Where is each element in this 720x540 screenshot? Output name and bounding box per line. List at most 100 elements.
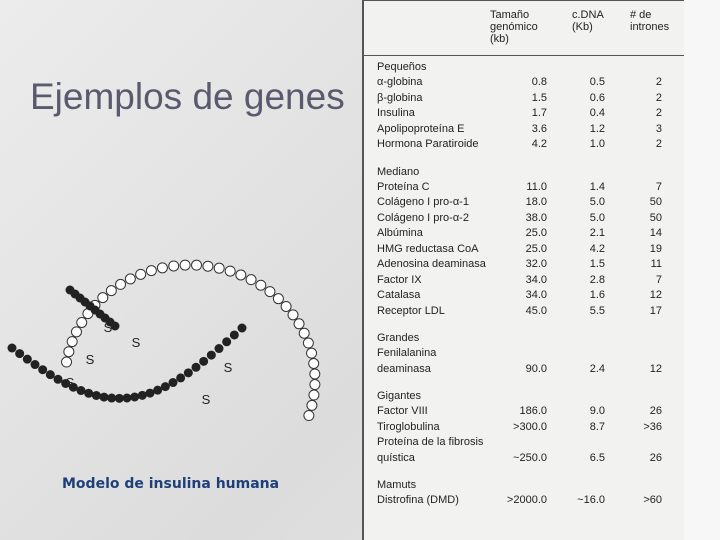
residue xyxy=(237,323,247,333)
table-cell: 11.0 xyxy=(526,180,547,193)
residue xyxy=(107,393,117,403)
residue xyxy=(306,347,318,359)
bond-label: S xyxy=(66,375,75,390)
group: Pequeños α-globina 0.8 0.5 2 β-globina 1.5 0.6 2… xyxy=(377,60,677,153)
table-cell: 26 xyxy=(649,451,662,464)
table-row: Colágeno I pro-α-1 18.0 5.0 50 xyxy=(377,195,677,211)
table-cell: 26 xyxy=(649,405,662,417)
table-cell: >2000.0 xyxy=(506,494,547,506)
gene-table: Tamaño genómico (kb) c.DNA (Kb) # de int… xyxy=(362,0,684,540)
bond-label: S xyxy=(202,392,211,407)
table-cell: 25.0 xyxy=(525,242,547,255)
residue xyxy=(91,390,101,400)
residue xyxy=(153,385,163,395)
residue xyxy=(53,374,63,384)
table-cell: 7 xyxy=(655,273,662,286)
table-cell: 34.0 xyxy=(525,273,547,286)
group-name: Mediano xyxy=(377,165,420,178)
table-cell: 90.0 xyxy=(525,362,547,375)
table-cell: Adenosina deaminasa xyxy=(377,258,486,270)
table-cell: 34.0 xyxy=(525,289,547,301)
residue xyxy=(22,354,32,364)
residue xyxy=(176,373,186,383)
bond-label: S xyxy=(104,320,113,335)
table-cell: ~16.0 xyxy=(577,494,605,506)
table-cell: 1.5 xyxy=(589,258,605,270)
group: Mamuts Distrofina (DMD) >2000.0 ~16.0 >60 xyxy=(377,478,677,509)
residue xyxy=(306,399,318,411)
table-cell: Proteína C xyxy=(377,180,430,193)
residue xyxy=(76,317,88,328)
bond-label: S xyxy=(86,352,95,367)
table-cell: 50 xyxy=(649,196,662,208)
residue xyxy=(115,278,127,290)
table-cell: Factor VIII xyxy=(377,405,428,417)
residue xyxy=(7,343,17,353)
residue xyxy=(202,260,214,272)
residue xyxy=(229,330,239,340)
table-row: Albúmina 25.0 2.1 14 xyxy=(377,226,677,242)
table-cell: 12 xyxy=(649,362,662,375)
residue xyxy=(66,336,78,348)
residue xyxy=(114,393,124,403)
residue xyxy=(245,274,257,286)
table-cell: 0.4 xyxy=(589,107,605,119)
residue xyxy=(287,309,299,321)
residue xyxy=(302,337,314,349)
table-cell: Distrofina (DMD) xyxy=(377,494,459,506)
residue xyxy=(199,356,209,366)
table-cell: 25.0 xyxy=(525,227,547,239)
residue xyxy=(298,327,310,339)
group: Mediano Proteína C 11.0 1.4 7 Colágeno I pro-… xyxy=(377,165,677,320)
table-row: Apolipoproteína E 3.6 1.2 3 xyxy=(377,122,677,138)
header-cell: Tamaño genómico (kb) xyxy=(490,9,538,45)
table-cell: 50 xyxy=(649,211,662,224)
residue xyxy=(122,393,132,403)
table-cell: 32.0 xyxy=(525,258,547,270)
residue xyxy=(183,368,193,378)
residue xyxy=(45,370,55,380)
table-row: Proteína C 11.0 1.4 7 xyxy=(377,180,677,196)
table-row: Fenilalanina deaminasa 90.0 2.4 12 xyxy=(377,346,677,377)
residue xyxy=(124,273,136,285)
group-name: Mamuts xyxy=(377,479,417,491)
residue xyxy=(38,365,48,375)
table-cell: 1.6 xyxy=(589,289,605,301)
residue xyxy=(130,392,140,402)
table-cell: ~250.0 xyxy=(513,451,547,464)
table-cell: Catalasa xyxy=(377,289,421,301)
residue xyxy=(145,388,155,398)
residue xyxy=(70,326,82,338)
table-cell: 3 xyxy=(655,122,662,135)
header-cell: # de intrones xyxy=(630,9,670,33)
bond-label: S xyxy=(224,360,233,375)
table-cell: 1.0 xyxy=(589,138,605,150)
table-cell: Receptor LDL xyxy=(377,304,445,317)
table-cell: 1.2 xyxy=(589,122,605,135)
margin xyxy=(684,0,720,540)
residue xyxy=(280,300,292,312)
group-name: Pequeños xyxy=(377,61,427,73)
residue xyxy=(30,360,40,370)
table-cell: 2 xyxy=(655,138,662,150)
residue xyxy=(213,262,225,274)
table-row: Adenosina deaminasa 32.0 1.5 11 xyxy=(377,257,677,273)
table-cell: >36 xyxy=(643,420,662,433)
table-cell: 38.0 xyxy=(525,211,547,224)
table-cell: 4.2 xyxy=(589,242,605,255)
table-cell: 0.5 xyxy=(589,76,605,88)
table-cell: 0.6 xyxy=(589,91,605,104)
residue xyxy=(308,357,320,369)
table-row: Proteína de la fibrosis quística ~250.0 6.… xyxy=(377,435,677,466)
residue xyxy=(235,269,247,281)
table-row: Tiroglobulina >300.0 8.7 >36 xyxy=(377,420,677,436)
table-cell: 14 xyxy=(649,227,662,239)
table-row: β-globina 1.5 0.6 2 xyxy=(377,91,677,107)
table-cell: 6.5 xyxy=(589,451,605,464)
table-cell: β-globina xyxy=(377,91,423,104)
table-cell: >300.0 xyxy=(513,420,547,433)
group-name: Gigantes xyxy=(377,390,422,402)
table-cell: 0.8 xyxy=(531,76,547,88)
table-row: Catalasa 34.0 1.6 12 xyxy=(377,288,677,304)
table-cell: 2.1 xyxy=(589,227,605,239)
